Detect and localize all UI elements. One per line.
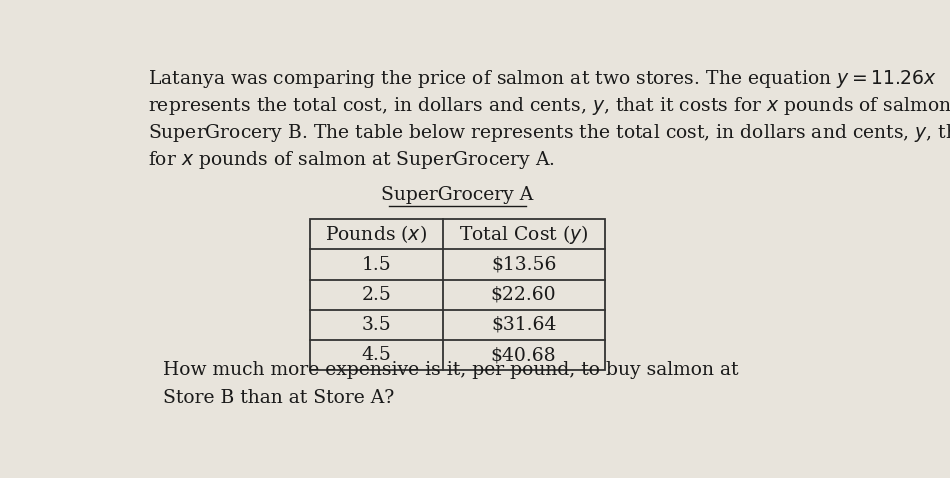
Text: $40.68: $40.68 <box>491 346 557 364</box>
Text: 2.5: 2.5 <box>362 286 391 304</box>
Text: SuperGrocery B. The table below represents the total cost, in dollars and cents,: SuperGrocery B. The table below represen… <box>148 122 950 144</box>
Text: Latanya was comparing the price of salmon at two stores. The equation $y = 11.26: Latanya was comparing the price of salmo… <box>148 68 937 90</box>
Text: $31.64: $31.64 <box>491 316 557 334</box>
Text: 1.5: 1.5 <box>362 256 391 273</box>
Text: How much more expensive is it, per pound, to buy salmon at: How much more expensive is it, per pound… <box>163 361 738 379</box>
Text: Pounds ($x$): Pounds ($x$) <box>326 224 428 245</box>
Text: Store B than at Store A?: Store B than at Store A? <box>163 389 394 407</box>
Text: $22.60: $22.60 <box>491 286 557 304</box>
Text: SuperGrocery A: SuperGrocery A <box>381 186 534 204</box>
Text: $13.56: $13.56 <box>491 256 557 273</box>
Text: for $x$ pounds of salmon at SuperGrocery A.: for $x$ pounds of salmon at SuperGrocery… <box>148 149 555 171</box>
Text: represents the total cost, in dollars and cents, $y$, that it costs for $x$ poun: represents the total cost, in dollars an… <box>148 95 950 117</box>
Text: 4.5: 4.5 <box>362 346 391 364</box>
Text: 3.5: 3.5 <box>362 316 391 334</box>
Text: Total Cost ($y$): Total Cost ($y$) <box>459 223 588 246</box>
